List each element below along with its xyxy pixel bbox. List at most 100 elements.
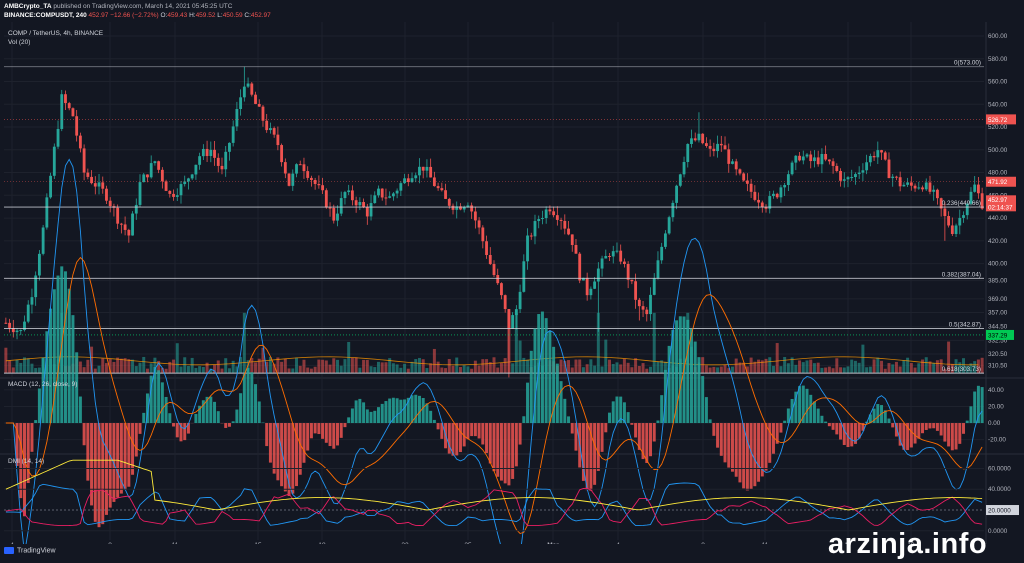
candle-body [153, 161, 157, 164]
candle-body [228, 142, 231, 152]
macd-histogram-bar [917, 423, 921, 439]
macd-histogram-bar [406, 397, 410, 424]
volume-bar [172, 359, 176, 373]
candle-body [421, 166, 425, 171]
macd-histogram-bar [842, 423, 846, 445]
candle-body [213, 149, 216, 158]
volume-bar [220, 368, 224, 373]
candle-body [149, 163, 153, 178]
volume-bar [827, 366, 831, 373]
volume-bar [488, 362, 492, 373]
candle-body [630, 279, 634, 282]
candle-body [582, 277, 585, 281]
macd-histogram-bar [675, 320, 679, 424]
macd-histogram-bar [753, 423, 757, 487]
volume-bar [596, 312, 600, 373]
volume-bar [112, 361, 116, 373]
macd-histogram-bar [704, 397, 708, 424]
macd-histogram-bar [585, 423, 589, 491]
volume-bar [559, 359, 563, 373]
candle-body [574, 244, 578, 254]
volume-bar [108, 358, 112, 373]
candle-body [544, 209, 548, 219]
volume-bar [764, 358, 768, 373]
volume-legend[interactable]: Vol (20) [8, 39, 31, 46]
volume-bar [388, 358, 392, 373]
candle-body [883, 152, 887, 160]
volume-bar [287, 368, 291, 373]
macd-histogram-bar [552, 346, 556, 424]
candle-body [425, 166, 429, 171]
volume-bar [160, 367, 164, 373]
macd-histogram-bar [496, 423, 500, 477]
tradingview-brand: TradingView [17, 547, 56, 555]
macd-legend[interactable]: MACD (12, 26, close, 9) [8, 381, 78, 388]
macd-histogram-bar [347, 417, 351, 424]
volume-bar [626, 362, 630, 373]
candle-body [805, 154, 809, 157]
macd-histogram-bar [15, 423, 19, 466]
macd-histogram-bar [976, 385, 980, 424]
volume-bar [34, 368, 38, 373]
macd-histogram-bar [690, 328, 693, 424]
x-tick-label: 8 [701, 542, 705, 544]
macd-histogram-bar [559, 381, 563, 424]
volume-bar [86, 359, 90, 373]
publisher-name[interactable]: AMBCrypto_TA [4, 3, 52, 10]
candle-body [701, 133, 705, 144]
candle-body [697, 133, 701, 141]
candle-body [220, 165, 224, 170]
macd-histogram-bar [932, 423, 936, 429]
symbol-legend[interactable]: COMP / TetherUS, 4h, BINANCE [8, 30, 104, 37]
volume-bar [794, 364, 798, 373]
macd-histogram-bar [49, 308, 53, 424]
volume-bar [853, 360, 857, 373]
candle-body [816, 157, 820, 165]
candle-body [962, 215, 965, 218]
volume-bar [317, 359, 321, 373]
volume-bar [570, 367, 574, 373]
candle-body [56, 128, 60, 147]
candle-body [827, 159, 831, 162]
macd-histogram-bar [965, 420, 969, 424]
candle-body [842, 179, 846, 181]
macd-histogram-bar [950, 423, 954, 451]
volume-bar [198, 366, 202, 373]
macd-histogram-bar [358, 398, 362, 424]
macd-histogram-bar [540, 311, 544, 424]
price-tick-label: 540.00 [988, 101, 1008, 108]
candle-body [45, 197, 49, 228]
candle-body [831, 161, 835, 166]
macd-histogram-bar [194, 413, 198, 424]
macd-tick-label: 20.00 [988, 403, 1004, 410]
candle-body [324, 190, 328, 208]
macd-histogram-bar [622, 402, 626, 424]
volume-bar [436, 361, 440, 373]
x-tick-label: 11 [762, 542, 769, 544]
macd-histogram-bar [816, 408, 820, 424]
candle-body [328, 207, 332, 209]
candle-body [939, 198, 943, 209]
candle-body [596, 268, 600, 282]
volume-bar [649, 366, 652, 373]
candle-body [26, 304, 30, 322]
macd-histogram-bar [809, 394, 813, 424]
candle-body [753, 191, 757, 200]
candle-body [917, 187, 921, 189]
macd-histogram-bar [805, 388, 809, 424]
trading-chart[interactable]: 600.00580.00560.00540.00520.00500.00480.… [0, 22, 1024, 544]
volume-bar [656, 361, 660, 373]
candle-body [537, 219, 541, 222]
macd-histogram-bar [730, 423, 734, 472]
dmi-legend[interactable]: DMI (14, 14) [8, 458, 45, 465]
volume-bar [846, 366, 850, 373]
macd-histogram-bar [447, 423, 451, 454]
price-tick-label: 500.00 [988, 147, 1008, 154]
volume-bar [842, 367, 846, 373]
macd-histogram-bar [71, 315, 75, 424]
candle-body [432, 177, 436, 187]
tradingview-logo[interactable]: TradingView [4, 547, 56, 554]
macd-histogram-bar [570, 423, 574, 434]
volume-bar [261, 347, 265, 373]
volume-bar [634, 358, 638, 373]
